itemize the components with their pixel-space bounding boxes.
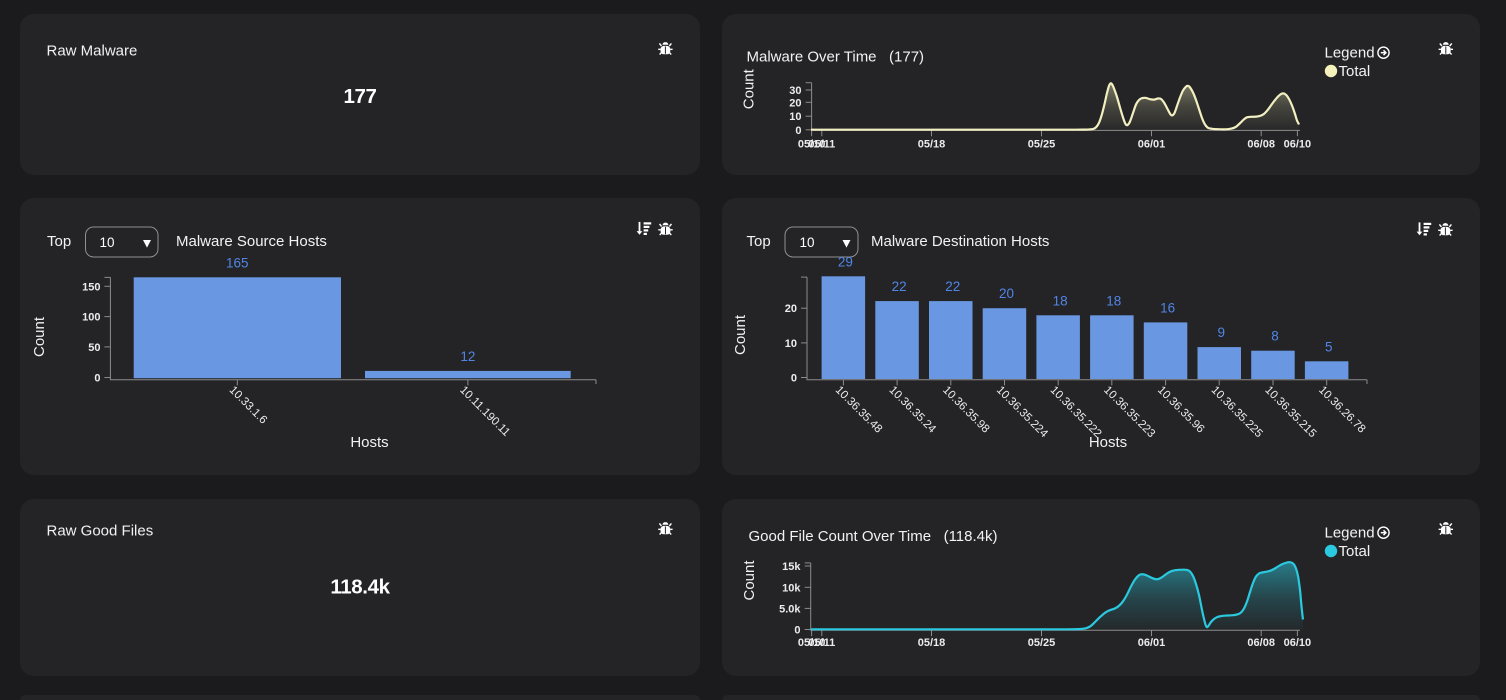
svg-text:Total: Total xyxy=(1339,63,1371,80)
svg-text:Good File Count Over Time (1: Good File Count Over Time (118.4k) xyxy=(749,528,998,545)
svg-text:9: 9 xyxy=(1217,325,1225,340)
svg-text:10: 10 xyxy=(800,235,815,250)
svg-text:05/18: 05/18 xyxy=(918,637,946,649)
svg-text:20: 20 xyxy=(999,286,1014,301)
svg-text:100: 100 xyxy=(82,312,100,324)
svg-text:Top: Top xyxy=(47,233,71,250)
svg-text:06/01: 06/01 xyxy=(1138,138,1166,150)
svg-text:12: 12 xyxy=(460,349,475,364)
svg-text:05/10: 05/10 xyxy=(798,637,826,649)
svg-text:29: 29 xyxy=(838,254,853,269)
svg-text:Total: Total xyxy=(1339,543,1371,560)
svg-text:150: 150 xyxy=(82,281,100,293)
svg-text:177: 177 xyxy=(343,85,376,108)
svg-text:20: 20 xyxy=(785,303,797,315)
svg-text:10k: 10k xyxy=(782,582,801,594)
svg-text:05/10: 05/10 xyxy=(798,138,826,150)
svg-text:0: 0 xyxy=(795,125,801,137)
svg-text:06/08: 06/08 xyxy=(1247,637,1275,649)
svg-text:22: 22 xyxy=(945,279,960,294)
svg-text:Hosts: Hosts xyxy=(1089,434,1127,451)
svg-text:Count: Count xyxy=(31,316,48,357)
svg-text:18: 18 xyxy=(1053,293,1068,308)
svg-text:06/01: 06/01 xyxy=(1138,637,1166,649)
svg-text:10: 10 xyxy=(785,338,797,350)
svg-text:Raw Malware: Raw Malware xyxy=(47,43,138,60)
svg-text:05/11: 05/11 xyxy=(808,637,835,649)
svg-text:18: 18 xyxy=(1106,293,1121,308)
svg-text:0: 0 xyxy=(94,373,100,385)
svg-text:05/11: 05/11 xyxy=(808,138,835,150)
svg-text:Legend: Legend xyxy=(1325,524,1375,541)
svg-text:118.4k: 118.4k xyxy=(330,576,390,599)
svg-text:50: 50 xyxy=(88,342,100,354)
svg-text:165: 165 xyxy=(226,255,249,270)
svg-text:Malware Over Time (177): Malware Over Time (177) xyxy=(747,48,925,65)
svg-text:05/25: 05/25 xyxy=(1028,138,1056,150)
svg-text:10: 10 xyxy=(789,111,801,123)
svg-text:0: 0 xyxy=(794,625,800,637)
svg-text:06/10: 06/10 xyxy=(1284,637,1312,649)
svg-text:Legend: Legend xyxy=(1325,44,1375,61)
svg-text:Count: Count xyxy=(741,560,758,601)
svg-text:05/25: 05/25 xyxy=(1028,637,1056,649)
svg-text:16: 16 xyxy=(1160,300,1175,315)
svg-text:10: 10 xyxy=(100,235,115,250)
svg-text:5.0k: 5.0k xyxy=(779,603,801,615)
svg-text:8: 8 xyxy=(1271,329,1279,344)
svg-text:Raw Good Files: Raw Good Files xyxy=(47,523,154,540)
svg-text:Malware Destination Hosts: Malware Destination Hosts xyxy=(871,233,1049,250)
svg-text:30: 30 xyxy=(789,85,801,97)
svg-text:Hosts: Hosts xyxy=(350,434,388,451)
svg-text:Count: Count xyxy=(732,314,749,355)
svg-text:20: 20 xyxy=(789,97,801,109)
svg-text:Count: Count xyxy=(741,68,758,109)
svg-text:06/10: 06/10 xyxy=(1284,138,1312,150)
svg-text:Top: Top xyxy=(747,233,771,250)
svg-text:05/18: 05/18 xyxy=(918,138,946,150)
svg-text:15k: 15k xyxy=(782,561,801,573)
svg-text:5: 5 xyxy=(1325,339,1333,354)
svg-text:Malware Source Hosts: Malware Source Hosts xyxy=(176,233,327,250)
svg-text:06/08: 06/08 xyxy=(1247,138,1275,150)
svg-text:0: 0 xyxy=(791,373,797,385)
svg-text:22: 22 xyxy=(892,279,907,294)
